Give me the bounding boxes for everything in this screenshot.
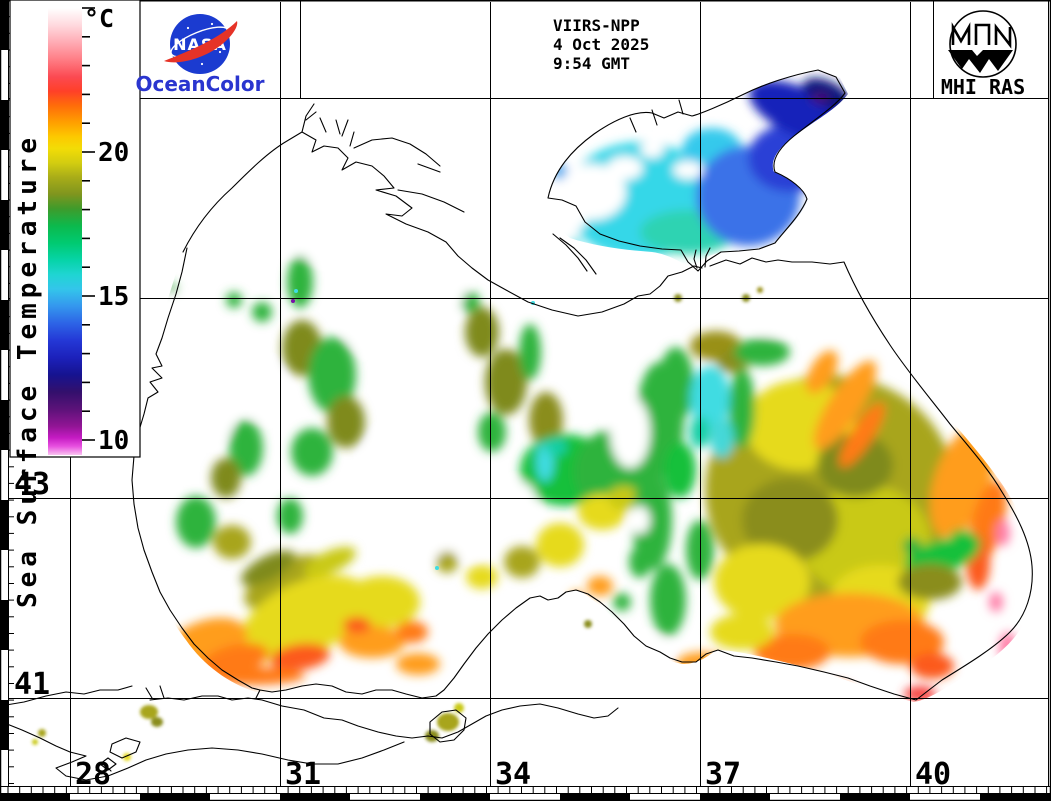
longitude-ruler-blocks <box>0 794 1050 800</box>
lon-label-28: 28 <box>75 757 111 792</box>
date-label: 4 Oct 2025 <box>553 35 649 54</box>
mhi-glyph-icon <box>951 22 1012 49</box>
colorbar: °C 20 15 10 Sea Surface Temperature <box>9 0 141 608</box>
lon-label-31: 31 <box>285 757 321 792</box>
latitude-ruler-blocks <box>0 0 8 750</box>
nasa-swoosh-icon <box>164 21 238 63</box>
sst-raster-blacksea <box>126 190 1017 702</box>
colorbar-tick-label-10: 10 <box>98 426 129 456</box>
lon-label-37: 37 <box>705 757 741 792</box>
time-label: 9:54 GMT <box>553 54 630 73</box>
colorbar-tick-label-15: 15 <box>98 282 129 312</box>
latitude-ruler <box>0 0 8 786</box>
observation-header: VIIRS-NPP 4 Oct 2025 9:54 GMT <box>553 16 649 73</box>
pixel-specks <box>291 289 535 570</box>
institute-label: MHI RAS <box>941 75 1025 99</box>
lat-label-41: 41 <box>14 667 50 702</box>
oceancolor-label: OceanColor <box>135 72 264 96</box>
coastline <box>0 69 1033 781</box>
lat-label-43: 43 <box>14 467 50 502</box>
mhi-ras-logo: MHI RAS <box>941 10 1025 99</box>
lon-label-40: 40 <box>915 757 951 792</box>
colorbar-title: Sea Surface Temperature <box>13 133 43 608</box>
mhi-logo-circle-icon <box>949 10 1017 78</box>
mhi-waves-icon <box>948 50 1013 73</box>
longitude-ruler-ticks <box>7 787 1048 793</box>
nasa-logo: NASA OceanColor <box>135 14 265 96</box>
sensor-label: VIIRS-NPP <box>553 16 640 35</box>
lon-label-34: 34 <box>495 757 531 792</box>
colorbar-gradient <box>48 8 82 455</box>
colorbar-tick-label-20: 20 <box>98 138 129 168</box>
colorbar-ticks <box>82 7 95 441</box>
graticule-labels: 43 41 28 31 34 37 40 <box>14 467 951 792</box>
colorbar-unit-label: °C <box>84 4 114 33</box>
